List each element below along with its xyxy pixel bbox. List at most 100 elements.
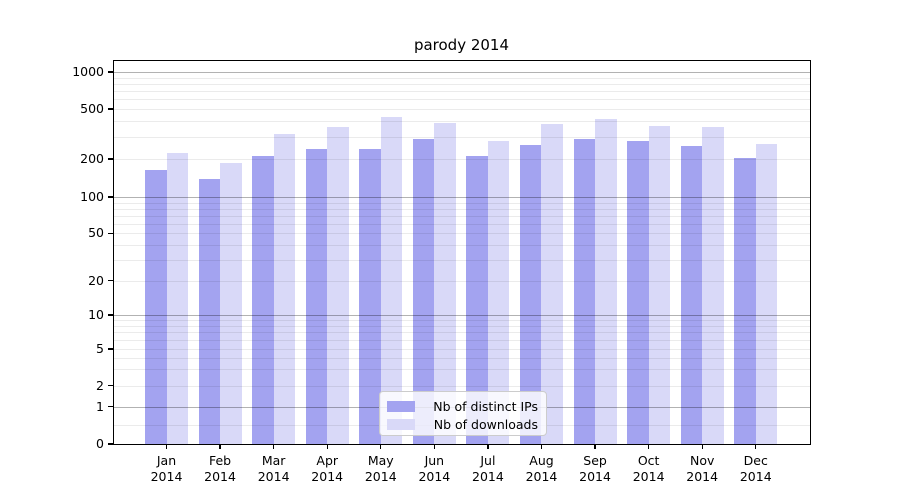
x-tick-label: Sep 2014 <box>579 453 611 484</box>
bar-downloads-feb <box>220 163 242 444</box>
gridline-minor <box>113 109 810 110</box>
bar-distinct-ips-mar <box>252 156 274 444</box>
bar-distinct-ips-dec <box>734 157 756 444</box>
legend: Nb of distinct IPs Nb of downloads <box>379 391 547 436</box>
y-tick-label: 2 <box>96 377 104 393</box>
gridline-minor <box>113 349 810 350</box>
x-tick <box>540 444 543 449</box>
bar-downloads-dec <box>755 143 778 444</box>
bar-distinct-ips-may <box>359 149 381 444</box>
chart-title: parody 2014 <box>413 36 510 54</box>
gridline-major <box>113 72 810 73</box>
gridline-minor <box>113 357 810 359</box>
y-tick-label: 1 <box>96 398 104 414</box>
x-tick-label: Dec 2014 <box>739 453 772 484</box>
bar-distinct-ips-nov <box>680 145 703 444</box>
legend-label-downloads: Nb of downloads <box>433 416 538 432</box>
bar-downloads-nov <box>702 126 724 444</box>
gridline-minor <box>113 208 810 210</box>
gridline-minor <box>113 215 810 217</box>
y-tick <box>107 348 114 350</box>
y-tick <box>107 108 114 110</box>
y-tick <box>107 384 114 387</box>
x-tick-label: Feb 2014 <box>204 453 236 484</box>
legend-label-distinct-ips: Nb of distinct IPs <box>433 398 538 414</box>
bar-downloads-mar <box>273 134 296 444</box>
x-tick-label: Oct 2014 <box>632 453 665 484</box>
gridline-minor <box>113 340 810 342</box>
y-tick-label: 200 <box>80 151 104 166</box>
y-tick <box>107 232 114 234</box>
gridline-major <box>113 315 810 316</box>
gridline-minor <box>113 121 810 123</box>
x-tick <box>594 444 596 449</box>
y-tick <box>107 314 114 316</box>
gridline-minor <box>113 280 810 282</box>
gridline-minor <box>113 77 810 79</box>
x-tick <box>219 444 221 449</box>
x-tick-label: Apr 2014 <box>311 453 344 484</box>
x-tick-label: Jul 2014 <box>472 453 504 484</box>
gridline-minor <box>113 385 810 387</box>
y-tick-label: 0 <box>96 436 104 451</box>
bar-downloads-sep <box>595 118 617 444</box>
gridline-minor <box>113 136 810 138</box>
legend-item-distinct-ips: Nb of distinct IPs <box>387 397 538 415</box>
gridline-minor <box>113 325 810 327</box>
bar-distinct-ips-sep <box>573 138 596 444</box>
y-tick-label: 20 <box>88 272 104 288</box>
x-tick-label: Jan 2014 <box>150 453 183 484</box>
x-tick <box>380 444 382 449</box>
bar-distinct-ips-feb <box>198 178 221 444</box>
x-tick-label: Jun 2014 <box>418 453 451 484</box>
x-tick <box>272 444 275 449</box>
y-tick-label: 500 <box>80 101 104 116</box>
bar-distinct-ips-jan <box>145 169 167 444</box>
legend-item-downloads: Nb of downloads <box>387 415 538 433</box>
gridline-minor <box>113 332 810 334</box>
y-tick-label: 50 <box>88 225 104 241</box>
bar-distinct-ips-aug <box>519 144 542 444</box>
x-tick-label: Mar 2014 <box>257 453 290 484</box>
gridline-minor <box>113 223 810 225</box>
gridline-minor <box>113 233 810 235</box>
bar-downloads-oct <box>648 126 671 444</box>
bar-downloads-apr <box>327 126 349 444</box>
x-tick <box>647 444 650 449</box>
bar-downloads-aug <box>541 123 563 444</box>
y-tick <box>107 405 114 408</box>
y-tick <box>107 158 114 160</box>
y-tick-label: 5 <box>96 341 104 356</box>
legend-swatch-distinct-ips <box>387 400 415 412</box>
y-tick <box>107 71 114 73</box>
bar-downloads-jan <box>166 152 188 444</box>
y-tick-label: 100 <box>80 189 104 204</box>
x-tick <box>487 444 489 449</box>
gridline-minor <box>113 202 810 204</box>
gridline-minor <box>113 159 810 160</box>
bar-distinct-ips-jul <box>466 156 488 444</box>
bar-distinct-ips-jun <box>412 138 435 444</box>
gridline-minor <box>113 91 810 93</box>
x-tick-label: Nov 2014 <box>686 453 719 484</box>
y-tick-label: 10 <box>88 307 104 322</box>
y-tick <box>107 443 114 445</box>
x-tick-label: May 2014 <box>364 453 397 484</box>
x-tick-label: Aug 2014 <box>525 453 558 484</box>
bar-distinct-ips-apr <box>305 149 328 444</box>
gridline-minor <box>113 244 810 246</box>
bar-distinct-ips-oct <box>627 140 649 444</box>
x-tick <box>165 444 168 449</box>
gridline-minor <box>113 259 810 261</box>
plot-area <box>112 60 811 445</box>
gridline-minor <box>113 320 810 322</box>
gridline-minor <box>113 369 810 371</box>
y-tick <box>107 279 114 282</box>
legend-swatch-downloads <box>387 418 415 430</box>
gridline-minor <box>113 99 810 101</box>
bar-downloads-jul <box>487 140 510 444</box>
y-tick-label: 1000 <box>72 64 104 79</box>
bar-downloads-may <box>380 116 403 444</box>
y-tick <box>107 196 114 198</box>
